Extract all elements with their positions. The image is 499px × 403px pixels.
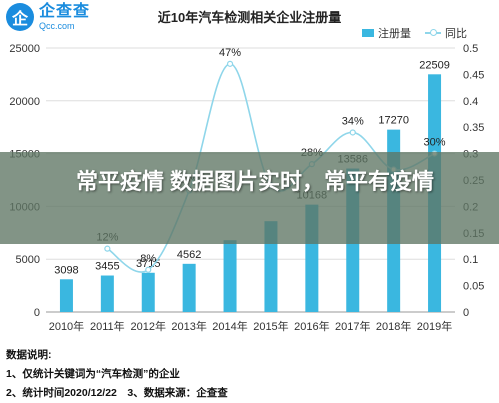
bar-value-label: 3715	[136, 258, 160, 270]
bar	[141, 272, 155, 312]
brand-url: Qcc.com	[39, 20, 75, 31]
brand-mark-icon: 企	[6, 3, 34, 31]
growth-point	[104, 245, 111, 252]
bar-value-label: 3455	[95, 261, 119, 273]
legend-line-swatch	[425, 29, 441, 36]
category-label: 2018年	[376, 319, 411, 333]
bar	[59, 279, 73, 312]
data-notes: 数据说明: 1、仅统计关键词为“汽车检测”的企业 2、统计时间2020/12/2…	[6, 346, 228, 403]
right-tick-label: 0.5	[463, 43, 478, 55]
bar	[223, 240, 237, 312]
category-label: 2015年	[253, 319, 288, 333]
right-tick-label: 0	[463, 307, 469, 319]
notes-line-2: 2、统计时间2020/12/22 3、数据来源：企查查	[6, 387, 228, 399]
growth-value-label: 47%	[219, 47, 241, 59]
right-tick-label: 0.35	[463, 122, 484, 134]
category-label: 2016年	[294, 319, 329, 333]
bar-value-label: 17270	[378, 115, 409, 127]
bar	[100, 275, 114, 312]
notes-heading: 数据说明:	[6, 349, 52, 361]
growth-value-label: 30%	[424, 137, 446, 149]
chart-legend: 注册量 同比	[362, 25, 467, 41]
category-label: 2010年	[49, 319, 84, 333]
right-tick-label: 0.45	[463, 69, 484, 81]
right-tick-label: 0.05	[463, 281, 484, 293]
brand-logo: 企 企查查 Qcc.com	[6, 3, 90, 31]
category-label: 2013年	[171, 319, 206, 333]
bar-value-label: 3098	[54, 264, 78, 276]
brand-name: 企查查	[39, 2, 91, 20]
right-tick-label: 0.1	[463, 254, 478, 266]
category-label: 2012年	[131, 319, 166, 333]
left-tick-label: 5000	[16, 254, 40, 266]
growth-point	[349, 129, 356, 136]
left-tick-label: 20000	[9, 96, 40, 108]
left-tick-label: 0	[34, 307, 40, 319]
overlay-headline: 常平疫情 数据图片实时，常平有疫情	[75, 169, 435, 194]
growth-value-label: 8%	[140, 253, 156, 265]
growth-point	[145, 266, 152, 273]
bar-value-label: 4562	[177, 249, 201, 261]
left-tick-label: 25000	[9, 43, 40, 55]
notes-line-1: 1、仅统计关键词为“汽车检测”的企业	[6, 368, 180, 380]
category-label: 2017年	[335, 319, 370, 333]
category-label: 2011年	[90, 319, 125, 333]
chart-title: 近10年汽车检测相关企业注册量	[157, 10, 342, 25]
category-label: 2014年	[212, 319, 247, 333]
category-label: 2019年	[417, 319, 452, 333]
overlay-banner	[0, 152, 499, 244]
legend-bar-swatch	[362, 29, 374, 37]
growth-point	[226, 60, 234, 67]
growth-value-label: 34%	[342, 115, 364, 127]
bar-value-label: 22509	[419, 59, 450, 71]
right-tick-label: 0.4	[463, 96, 478, 108]
bar	[182, 263, 196, 312]
legend-bar-label: 注册量	[378, 28, 411, 40]
legend-line-label: 同比	[445, 28, 467, 40]
